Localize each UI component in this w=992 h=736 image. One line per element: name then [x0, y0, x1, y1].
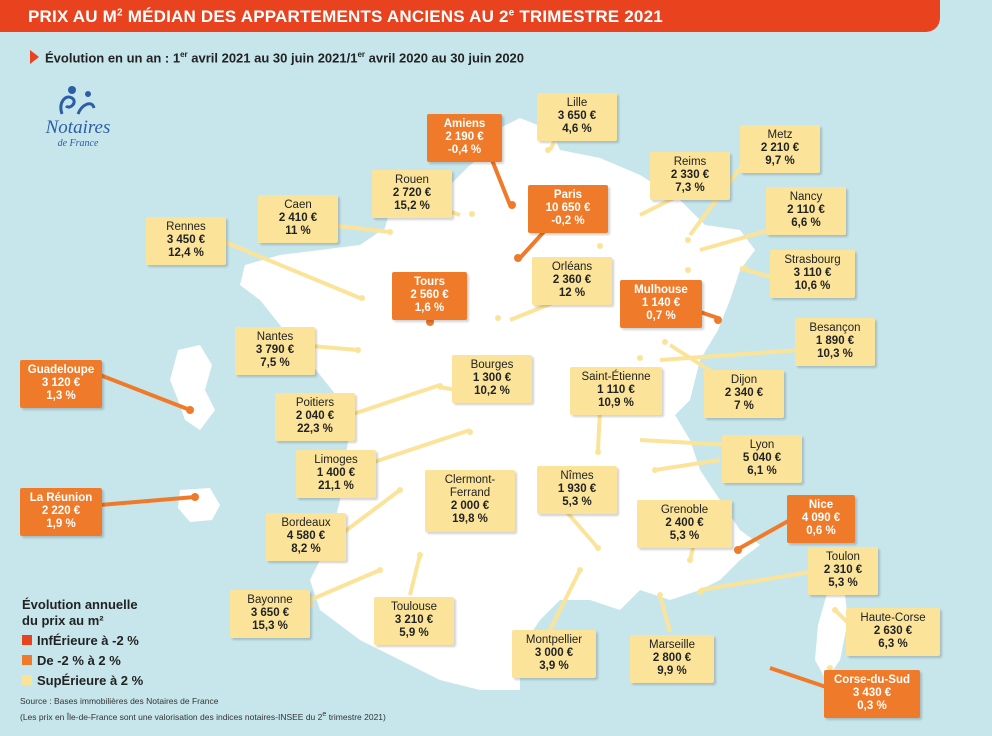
notaires-logo: Notaires de France	[28, 84, 128, 149]
triangle-icon	[30, 50, 39, 65]
city-label-nancy: Nancy 2 110 €6,6 %	[766, 187, 846, 235]
city-label-limoges: Limoges 1 400 €21,1 %	[296, 450, 376, 498]
city-label-bordeaux: Bordeaux 4 580 €8,2 %	[266, 513, 346, 561]
city-label-mulhouse: Mulhouse 1 140 €0,7 %	[620, 280, 702, 328]
legend: Évolution annuelle du prix au m² InfÉrie…	[22, 597, 222, 689]
mainland-france	[240, 118, 760, 690]
city-label-saint-etienne: Saint-Étienne 1 110 €10,9 %	[570, 367, 662, 415]
city-label-poitiers: Poitiers 2 040 €22,3 %	[275, 393, 355, 441]
legend-swatch	[22, 655, 32, 665]
city-label-besancon: Besançon 1 890 €10,3 %	[795, 318, 875, 366]
legend-title-2: du prix au m²	[22, 613, 104, 628]
city-label-orleans: Orléans 2 360 €12 %	[532, 257, 612, 305]
city-label-caen: Caen 2 410 €11 %	[258, 195, 338, 243]
logo-name: Notaires	[45, 117, 111, 138]
city-label-rennes: Rennes 3 450 €12,4 %	[146, 217, 226, 265]
city-label-nice: Nice 4 090 €0,6 %	[787, 495, 855, 543]
city-label-guadeloupe: Guadeloupe 3 120 €1,3 %	[20, 360, 102, 408]
city-label-la-reunion: La Réunion 2 220 €1,9 %	[20, 488, 102, 536]
city-label-rouen: Rouen 2 720 €15,2 %	[372, 170, 452, 218]
city-label-corse-du-sud: Corse-du-Sud 3 430 €0,3 %	[824, 670, 920, 718]
city-label-bayonne: Bayonne 3 650 €15,3 %	[230, 590, 310, 638]
legend-swatch	[22, 675, 32, 685]
source-line-2: (Les prix en Île-de-France sont une valo…	[20, 710, 386, 722]
header-banner: PRIX AU M2 MÉDIAN DES APPARTEMENTS ANCIE…	[0, 0, 940, 32]
source-note: Source : Bases immobilières des Notaires…	[20, 695, 386, 724]
city-label-tours: Tours 2 560 €1,6 %	[392, 272, 467, 320]
city-label-montpellier: Montpellier 3 000 €3,9 %	[512, 630, 596, 678]
legend-swatch	[22, 635, 32, 645]
city-label-dijon: Dijon 2 340 €7 %	[704, 370, 784, 418]
city-label-amiens: Amiens 2 190 € -0,4 %	[427, 114, 502, 162]
city-label-nantes: Nantes 3 790 €7,5 %	[235, 327, 315, 375]
city-label-marseille: Marseille 2 800 €9,9 %	[630, 635, 714, 683]
city-label-grenoble: Grenoble 2 400 €5,3 %	[637, 500, 732, 548]
subtitle: Évolution en un an : 1er avril 2021 au 3…	[30, 50, 524, 65]
city-label-lille: Lille 3 650 €4,6 %	[537, 93, 617, 141]
city-label-lyon: Lyon 5 040 €6,1 %	[722, 435, 802, 483]
legend-item-superieure: SupÉrieure à 2 %	[22, 671, 222, 689]
city-label-bourges: Bourges 1 300 €10,2 %	[452, 355, 532, 403]
city-label-metz: Metz 2 210 €9,7 %	[740, 125, 820, 173]
city-dots	[186, 147, 838, 671]
legend-title-1: Évolution annuelle	[22, 597, 138, 612]
city-label-paris: Paris 10 650 € -0,2 %	[528, 185, 608, 233]
city-label-nimes: Nîmes 1 930 €5,3 %	[537, 466, 617, 514]
guadeloupe-island	[170, 345, 215, 430]
city-label-toulon: Toulon 2 310 €5,3 %	[808, 547, 878, 595]
city-label-clermont-ferrand: Clermont-Ferrand 2 000 €19,8 %	[425, 470, 515, 532]
reunion-island	[178, 488, 220, 522]
legend-item-inferieure: InfÉrieure à -2 %	[22, 631, 222, 649]
city-label-haute-corse: Haute-Corse 2 630 €6,3 %	[846, 608, 940, 656]
legend-item-moyenne: De -2 % à 2 %	[22, 651, 222, 669]
page-title: PRIX AU M2 MÉDIAN DES APPARTEMENTS ANCIE…	[28, 7, 663, 26]
logo-subtitle: de France	[57, 138, 99, 149]
city-label-strasbourg: Strasbourg 3 110 €10,6 %	[770, 250, 855, 298]
logo-mark-icon	[59, 86, 96, 115]
source-line-1: Source : Bases immobilières des Notaires…	[20, 696, 219, 706]
city-label-toulouse: Toulouse 3 210 €5,9 %	[374, 597, 454, 645]
city-label-reims: Reims 2 330 €7,3 %	[650, 152, 730, 200]
